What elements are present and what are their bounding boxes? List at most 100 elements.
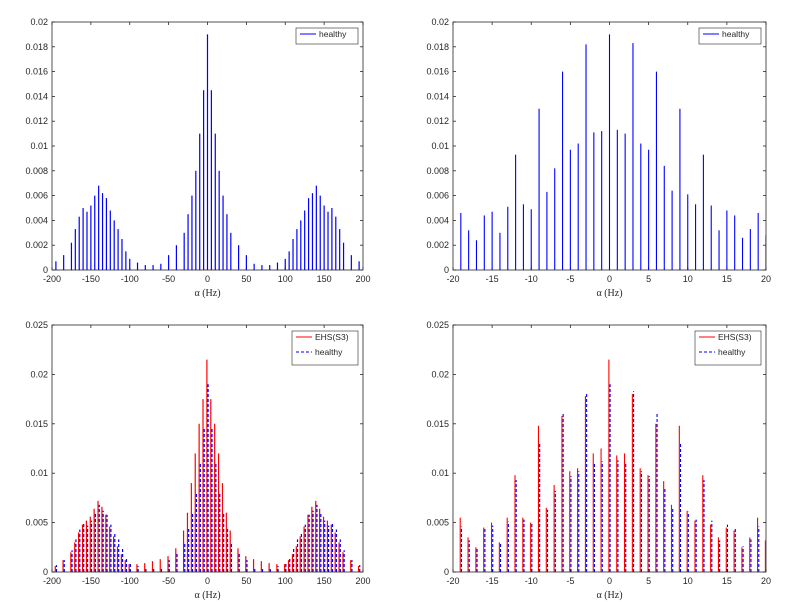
x-tick-label: 20 [761,274,771,284]
series-healthy [460,384,760,572]
x-tick-label: 0 [205,274,210,284]
x-tick-label: -5 [566,274,574,284]
legend-label-healthy: healthy [315,347,343,357]
y-tick-label: 0 [43,265,48,275]
x-tick-label: 50 [241,274,251,284]
y-tick-label: 0.005 [426,518,449,528]
legend-label-ehs-s3: EHS(S3) [718,332,752,342]
legend-box [295,27,359,45]
y-tick-label: 0.01 [30,468,48,478]
y-tick-label: 0.008 [426,166,449,176]
y-tick-label: 0.005 [25,518,48,528]
legend-box [698,27,762,45]
chart-panel-bottom-left: -200 -150 -100 -50 0 50 100 150 200 0 0.005 0.01 0.0… [25,320,370,601]
y-tick-label: 0.016 [25,67,48,77]
chart-panel-top-right: -20 -15 -10 -5 0 5 10 15 20 0 0.002 0.004 0.006 0.008… [426,17,771,299]
series-healthy [55,384,361,572]
series-healthy [55,34,360,270]
series-group [54,359,361,572]
x-tick-label: -10 [525,274,538,284]
y-tick-label: 0.018 [25,42,48,52]
y-tick-label: 0.002 [25,240,48,250]
y-tick-label: 0.02 [431,369,449,379]
chart-panel-top-left: -200 -150 -100 -50 0 50 100 150 200 0 0.002 0.004 0.… [25,17,370,299]
y-tick-label: 0.01 [431,468,449,478]
y-tick-label: 0.015 [25,419,48,429]
x-tick-label: -150 [82,576,100,586]
y-tick-label: 0 [444,567,449,577]
x-axis-label: α (Hz) [194,590,220,601]
y-tick-label: 0.002 [426,240,449,250]
x-tick-label: 15 [722,576,732,586]
x-tick-label: -15 [486,274,499,284]
series-ehs-s3 [459,359,766,572]
x-tick-label: 100 [278,274,293,284]
x-axis-label: α (Hz) [194,288,220,299]
x-tick-label: 150 [317,274,332,284]
legend: EHS(S3) healthy [291,330,359,366]
y-tick-label: 0.018 [426,42,449,52]
series-ehs-s3 [54,359,360,572]
legend-label-healthy: healthy [718,347,746,357]
x-tick-label: 100 [278,576,293,586]
x-tick-label: -20 [446,576,459,586]
y-tick-label: 0.025 [25,320,48,330]
legend-label-healthy: healthy [722,29,750,39]
x-tick-label: 0 [607,274,612,284]
x-tick-label: -5 [566,576,574,586]
x-tick-label: -15 [486,576,499,586]
x-tick-label: -100 [121,576,139,586]
x-tick-label: -50 [162,576,175,586]
y-tick-label: 0.025 [426,320,449,330]
y-tick-label: 0.004 [25,215,48,225]
x-tick-label: 10 [683,576,693,586]
series-healthy [460,34,766,270]
y-tick-label: 0.014 [426,91,449,101]
x-tick-label: 5 [646,274,651,284]
series-group [55,34,360,270]
y-tick-label: 0.02 [431,17,449,27]
y-tick-label: 0.02 [30,17,48,27]
y-tick-label: 0 [444,265,449,275]
x-tick-label: 200 [355,576,370,586]
y-tick-label: 0.008 [25,166,48,176]
x-tick-label: -100 [121,274,139,284]
x-tick-label: 15 [722,274,732,284]
x-tick-label: 0 [607,576,612,586]
y-tick-label: 0.012 [426,116,449,126]
y-tick-label: 0.016 [426,67,449,77]
series-group [459,359,766,572]
y-tick-label: 0.015 [426,419,449,429]
x-tick-label: 20 [761,576,771,586]
y-tick-label: 0.006 [25,191,48,201]
x-tick-label: 50 [241,576,251,586]
legend: EHS(S3) healthy [694,330,762,366]
x-tick-label: -200 [43,576,61,586]
legend: healthy [295,27,359,45]
x-tick-label: 200 [355,274,370,284]
x-tick-label: -150 [82,274,100,284]
series-group [460,34,766,270]
y-tick-label: 0.012 [25,116,48,126]
y-tick-label: 0.004 [426,215,449,225]
x-tick-label: 150 [317,576,332,586]
y-tick-label: 0 [43,567,48,577]
x-tick-label: -20 [446,274,459,284]
y-tick-label: 0.01 [431,141,449,151]
legend: healthy [698,27,762,45]
x-axis-label: α (Hz) [596,590,622,601]
y-tick-label: 0.014 [25,91,48,101]
x-tick-label: -10 [525,576,538,586]
legend-label-healthy: healthy [319,29,347,39]
y-tick-label: 0.006 [426,191,449,201]
x-tick-label: 0 [205,576,210,586]
y-tick-label: 0.02 [30,369,48,379]
y-tick-label: 0.01 [30,141,48,151]
legend-label-ehs-s3: EHS(S3) [315,332,349,342]
x-tick-label: 10 [683,274,693,284]
chart-panel-bottom-right: -20 -15 -10 -5 0 5 10 15 20 0 0.005 0.01 0.015 0.02 0.… [426,320,771,601]
x-tick-label: -200 [43,274,61,284]
x-tick-label: -50 [162,274,175,284]
